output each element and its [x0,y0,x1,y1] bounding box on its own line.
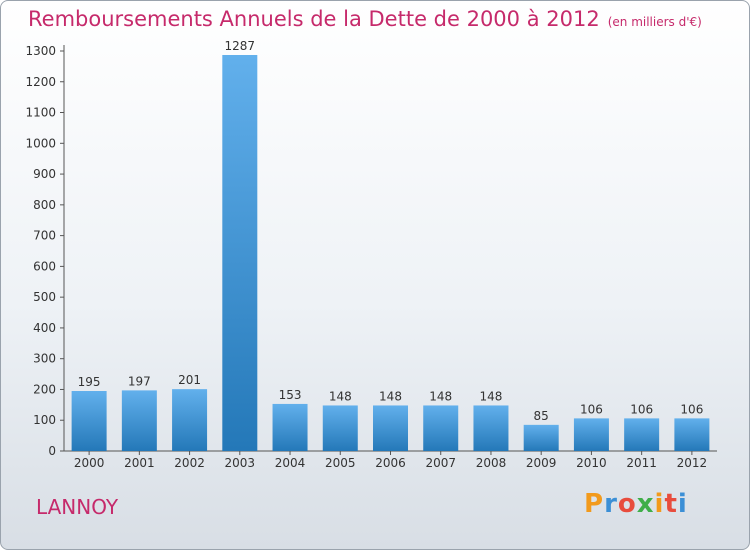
x-tick-label: 2010 [576,456,607,470]
data-label: 197 [128,374,151,388]
x-tick-label: 2009 [526,456,557,470]
y-tick-label: 1200 [25,75,56,89]
bar-2002 [172,389,208,451]
bar-2012 [674,418,710,451]
bar-2008 [473,405,509,451]
axes: 0 100 200 300 400 500 600 700 800 900 1000 1100 1200… [25,44,717,458]
y-tick-label: 100 [33,413,56,427]
x-tick-label: 2001 [124,456,155,470]
y-tick-label: 800 [33,198,56,212]
brand-letter: t [664,489,678,519]
brand-letter: i [677,489,688,519]
y-tick-label: 300 [33,352,56,366]
chart-title-text: Remboursements Annuels de la Dette de 20… [28,7,600,31]
chart-subtitle: (en milliers d'€) [607,15,702,29]
data-label: 148 [379,389,402,403]
y-tick-label: 1100 [25,106,56,120]
bar-2009 [523,424,559,451]
data-label: 106 [580,402,603,416]
bar-2001 [121,390,157,451]
y-tick-label: 900 [33,167,56,181]
brand-letter: x [636,489,655,519]
x-tick-label: 2006 [375,456,406,470]
data-label: 148 [329,389,352,403]
bar-2010 [573,418,609,451]
x-tick-label: 2004 [275,456,306,470]
data-label: 148 [480,389,503,403]
y-tick-label: 500 [33,290,56,304]
x-tick-label: 2005 [325,456,356,470]
bar-2000 [71,391,107,451]
brand-letter: P [584,489,605,519]
y-tick-label: 200 [33,382,56,396]
x-tick-label: 2011 [626,456,657,470]
labels: 195 2000 197 2001 201 2002 1287 2003 153 2004 148 2… [74,39,707,470]
data-label: 1287 [225,39,256,53]
x-tick-label: 2012 [677,456,708,470]
y-tick-label: 1300 [25,44,56,58]
y-tick-label: 600 [33,259,56,273]
y-tick-label: 0 [48,444,56,458]
data-label: 201 [178,373,201,387]
x-tick-label: 2008 [476,456,507,470]
bar-2011 [624,418,660,451]
data-label: 148 [429,389,452,403]
brand-letter: o [617,489,637,519]
data-label: 85 [534,409,549,423]
x-tick-label: 2007 [425,456,456,470]
data-label: 153 [279,388,302,402]
y-tick-label: 1000 [25,136,56,150]
data-label: 106 [680,402,703,416]
brand-letter: i [654,489,665,519]
bar-2005 [322,405,358,451]
bar-2003 [222,55,258,451]
bar-2007 [423,405,459,451]
chart-title: Remboursements Annuels de la Dette de 20… [28,7,702,31]
data-label: 195 [78,375,101,389]
x-tick-label: 2000 [74,456,105,470]
brand-letter: r [604,489,618,519]
brand-logo: Proxiti [584,489,688,519]
bar-2004 [272,403,308,451]
y-tick-label: 700 [33,229,56,243]
data-label: 106 [630,402,653,416]
y-tick-label: 400 [33,321,56,335]
x-tick-label: 2003 [225,456,256,470]
bar-2006 [373,405,408,451]
bars [71,55,710,451]
x-tick-label: 2002 [174,456,205,470]
location-label: LANNOY [36,495,119,519]
